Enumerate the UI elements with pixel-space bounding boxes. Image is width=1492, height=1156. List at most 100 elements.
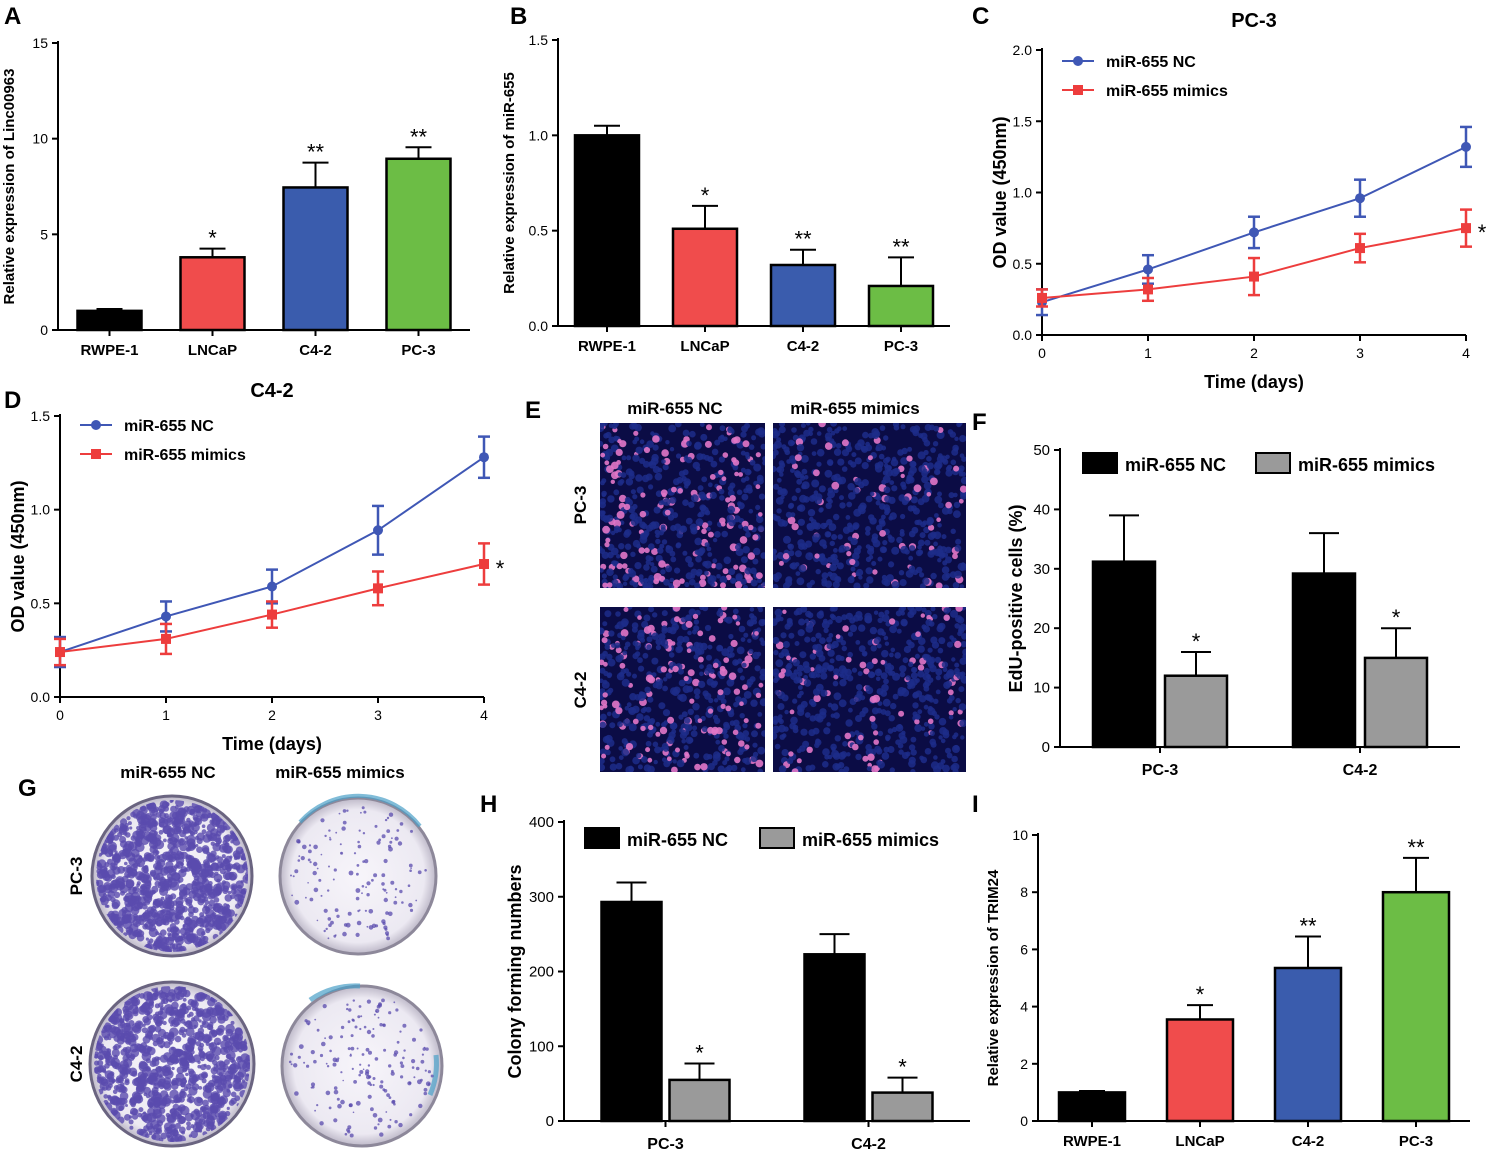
edu-positive-cell — [671, 486, 677, 493]
colony — [170, 805, 177, 813]
dapi-cell — [910, 736, 917, 743]
y-tick-label: 0.5 — [31, 595, 51, 611]
dapi-cell — [927, 661, 935, 669]
bar — [1163, 674, 1229, 749]
colony — [196, 846, 203, 853]
dapi-cell — [670, 525, 677, 532]
dapi-cell — [632, 494, 638, 500]
colony — [322, 1004, 327, 1009]
dapi-cell — [797, 518, 806, 526]
dapi-cell — [914, 724, 923, 732]
colony — [193, 1015, 200, 1022]
edu-positive-cell — [729, 495, 736, 502]
dapi-cell — [665, 672, 672, 679]
significance-marker: ** — [410, 124, 428, 149]
colony — [169, 918, 174, 923]
colony — [410, 829, 413, 833]
dapi-cell — [757, 746, 765, 755]
significance-marker: ** — [892, 234, 910, 259]
colony — [348, 1103, 352, 1107]
dapi-cell — [828, 633, 834, 638]
dapi-cell — [639, 439, 645, 445]
dapi-cell — [651, 657, 659, 665]
dapi-cell — [842, 741, 848, 747]
dapi-cell — [862, 431, 869, 439]
dapi-cell — [740, 431, 747, 438]
dapi-cell — [958, 465, 965, 472]
dapi-cell — [950, 764, 957, 771]
dapi-cell — [642, 706, 648, 712]
dapi-cell — [612, 574, 618, 580]
dapi-cell — [948, 714, 954, 720]
edu-positive-cell — [730, 639, 738, 648]
edu-positive-cell — [606, 582, 613, 588]
colony — [217, 840, 221, 844]
dapi-cell — [942, 667, 948, 673]
y-tick-label: 0.0 — [529, 318, 549, 334]
dapi-cell — [881, 614, 890, 622]
colony — [242, 874, 248, 884]
dapi-cell — [750, 699, 758, 707]
dapi-cell — [685, 517, 693, 525]
colony — [163, 1082, 172, 1091]
colony — [190, 1130, 198, 1139]
colony — [196, 991, 206, 1002]
dapi-cell — [729, 482, 736, 489]
dapi-cell — [812, 688, 821, 696]
panel-letter-D: D — [4, 387, 21, 414]
dapi-cell — [670, 556, 677, 563]
dapi-cell — [605, 448, 614, 457]
dapi-cell — [953, 510, 961, 518]
colony — [385, 891, 388, 894]
dapi-cell — [830, 614, 837, 621]
edu-positive-cell — [611, 700, 620, 709]
dapi-cell — [796, 478, 803, 485]
dapi-cell — [917, 451, 926, 460]
edu-positive-cell — [814, 553, 820, 559]
dapi-cell — [953, 492, 958, 498]
colony — [411, 1059, 416, 1064]
dapi-cell — [600, 667, 606, 674]
dapi-cell — [621, 455, 627, 461]
dapi-cell — [869, 626, 878, 635]
colony — [367, 1064, 371, 1067]
dapi-cell — [933, 425, 940, 432]
y-tick-label: 6 — [1020, 941, 1028, 957]
colony — [359, 1027, 362, 1031]
edu-positive-cell — [672, 665, 679, 673]
colony — [214, 1086, 219, 1090]
colony — [245, 871, 248, 877]
dapi-cell — [935, 469, 941, 475]
dapi-cell — [797, 629, 805, 637]
dapi-cell — [734, 660, 740, 665]
dapi-cell — [815, 632, 822, 639]
colony — [230, 1091, 237, 1098]
dapi-cell — [912, 569, 919, 576]
colony — [366, 925, 369, 928]
dapi-cell — [672, 759, 677, 764]
colony — [115, 1077, 122, 1084]
colony — [324, 1037, 326, 1040]
dapi-cell — [790, 468, 795, 473]
dapi-cell — [921, 624, 927, 630]
edu-positive-cell — [712, 662, 719, 669]
colony — [321, 1041, 326, 1047]
colony — [198, 1086, 203, 1090]
dapi-cell — [674, 567, 681, 574]
dapi-cell — [638, 665, 645, 672]
dapi-cell — [669, 722, 678, 730]
colony — [425, 1047, 429, 1051]
colony — [174, 1035, 182, 1043]
edu-positive-cell — [791, 523, 799, 531]
edu-positive-cell — [930, 477, 938, 486]
colony — [332, 1057, 338, 1063]
dapi-cell — [690, 494, 699, 503]
dapi-cell — [744, 423, 750, 429]
dapi-cell — [745, 484, 753, 492]
dapi-cell — [740, 467, 746, 473]
dapi-cell — [773, 583, 779, 588]
edu-positive-cell — [684, 753, 690, 759]
colony — [159, 886, 166, 893]
colony — [137, 1005, 147, 1015]
colony — [126, 1012, 132, 1018]
